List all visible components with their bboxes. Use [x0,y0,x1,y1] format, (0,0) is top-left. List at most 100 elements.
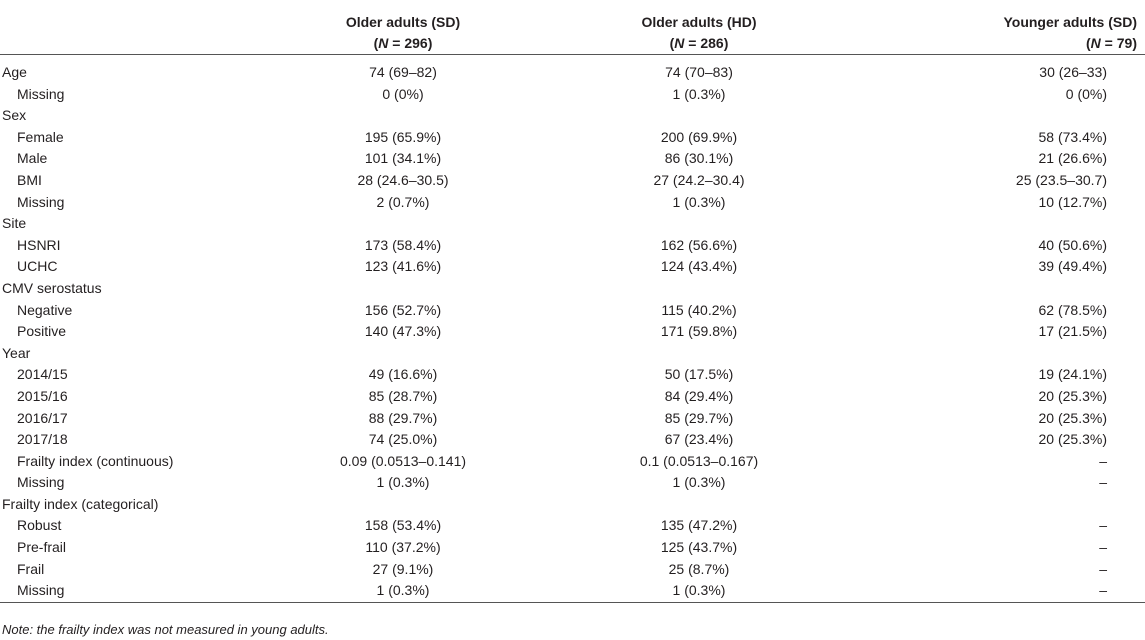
demographics-table: Older adults (SD) (N = 296) Older adults… [0,0,1145,603]
column-header-n: (N = 79) [1086,35,1137,51]
table-row: Positive 140 (47.3%) 171 (59.8%) 17 (21.5%) [0,321,1145,343]
cell-value: 123 (41.6%) [364,258,442,275]
cell-value [862,213,1145,235]
cell-value: – [1099,474,1107,491]
table-row: 2016/17 88 (29.7%) 85 (29.7%) 20 (25.3%) [0,408,1145,430]
row-label: Missing [17,85,65,102]
row-label: UCHC [17,258,58,275]
cell-value: 49 (16.6%) [368,366,438,383]
cell-value: 84 (29.4%) [664,387,734,404]
cell-value: 25 (23.5–30.7) [1015,171,1107,188]
row-label: Year [2,344,31,361]
row-label: Frailty index (categorical) [2,495,159,512]
row-label: Missing [17,193,65,210]
table-row: Missing 1 (0.3%) 1 (0.3%) – [0,472,1145,494]
cell-value: 58 (73.4%) [1038,128,1107,145]
column-header-older-sd: Older adults (SD) (N = 296) [270,0,536,54]
table-body: Age 74 (69–82) 74 (70–83) 30 (26–33) Missing… [0,55,1145,603]
table-row: UCHC 123 (41.6%) 124 (43.4%) 39 (49.4%) [0,256,1145,278]
table-row: Frail 27 (9.1%) 25 (8.7%) – [0,559,1145,581]
cell-value [536,105,862,127]
cell-value: 1 (0.3%) [536,580,862,603]
cell-value: 17 (21.5%) [1038,323,1107,340]
cell-value: 200 (69.9%) [660,128,738,145]
cell-value [536,213,862,235]
table-row: BMI 28 (24.6–30.5) 27 (24.2–30.4) 25 (23.5–… [0,170,1145,192]
cell-value: 74 (25.0%) [368,431,438,448]
cell-value: 135 (47.2%) [660,517,738,534]
table-row: Age 74 (69–82) 74 (70–83) 30 (26–33) [0,62,1145,84]
column-header-n: (N = 286) [669,35,729,51]
column-header-younger-sd: Younger adults (SD) (N = 79) [862,0,1145,54]
table-row: Site [0,213,1145,235]
table-row: Negative 156 (52.7%) 115 (40.2%) 62 (78.5%) [0,300,1145,322]
cell-value: 1 (0.3%) [270,580,536,603]
row-label: Frail [17,560,45,577]
cell-value: 19 (24.1%) [1038,366,1107,383]
cell-value: 21 (26.6%) [1038,150,1107,167]
header-rule [0,54,1145,55]
column-header-name: Younger adults (SD) [1003,14,1137,30]
cell-value: 1 (0.3%) [672,193,726,210]
spacer-row [0,55,1145,63]
table-row: 2015/16 85 (28.7%) 84 (29.4%) 20 (25.3%) [0,386,1145,408]
column-header-older-hd: Older adults (HD) (N = 286) [536,0,862,54]
cell-value: 28 (24.6–30.5) [357,171,449,188]
cell-value: – [1099,452,1107,469]
cell-value: 74 (70–83) [665,64,733,80]
cell-value: 20 (25.3%) [1038,431,1107,448]
table-row: CMV serostatus [0,278,1145,300]
column-header-name: Older adults (SD) [345,14,461,30]
table-header-row: Older adults (SD) (N = 296) Older adults… [0,0,1145,54]
row-label: Frailty index (continuous) [17,452,174,469]
cell-value [536,494,862,516]
cell-value: 171 (59.8%) [660,323,738,340]
cell-value: 158 (53.4%) [364,517,442,534]
row-label: Site [2,215,27,232]
column-header-n: (N = 296) [373,35,433,51]
cell-value: 195 (65.9%) [364,128,442,145]
cell-value: 30 (26–33) [1039,64,1107,80]
cell-value: 20 (25.3%) [1038,409,1107,426]
cell-value [270,213,536,235]
table-row: Pre-frail 110 (37.2%) 125 (43.7%) – [0,537,1145,559]
table-row: 2014/15 49 (16.6%) 50 (17.5%) 19 (24.1%) [0,364,1145,386]
cell-value: 50 (17.5%) [664,366,734,383]
cell-value: 2 (0.7%) [376,193,430,210]
cell-value: 0 (0%) [1065,85,1107,102]
cell-value: 20 (25.3%) [1038,387,1107,404]
cell-value: 0 (0%) [382,85,424,102]
row-label: 2016/17 [17,409,68,426]
cell-value [862,494,1145,516]
table-row: Missing 0 (0%) 1 (0.3%) 0 (0%) [0,84,1145,106]
table-row: HSNRI 173 (58.4%) 162 (56.6%) 40 (50.6%) [0,235,1145,257]
table-row: Robust 158 (53.4%) 135 (47.2%) – [0,515,1145,537]
cell-value [270,105,536,127]
cell-value [536,278,862,300]
cell-value: 125 (43.7%) [660,539,738,556]
row-label: Missing [0,580,270,603]
cell-value: 1 (0.3%) [672,85,726,102]
cell-value [536,343,862,365]
table-row: Male 101 (34.1%) 86 (30.1%) 21 (26.6%) [0,148,1145,170]
cell-value: 85 (29.7%) [664,409,734,426]
cell-value: 156 (52.7%) [364,301,442,318]
row-label: Male [17,150,48,167]
cell-value: – [1099,560,1107,577]
cell-value: 88 (29.7%) [368,409,438,426]
cell-value: 39 (49.4%) [1038,258,1107,275]
table-row: Frailty index (continuous) 0.09 (0.0513–0… [0,451,1145,473]
table-row: Missing 1 (0.3%) 1 (0.3%) – [0,580,1145,603]
cell-value: – [1099,539,1107,556]
cell-value: 162 (56.6%) [660,236,738,253]
cell-value [270,278,536,300]
cell-value: 62 (78.5%) [1038,301,1107,318]
cell-value: 115 (40.2%) [661,301,737,318]
table-row: Female 195 (65.9%) 200 (69.9%) 58 (73.4%) [0,127,1145,149]
cell-value: 27 (9.1%) [372,560,434,577]
cell-value: 173 (58.4%) [364,236,442,253]
cell-value: – [862,580,1145,603]
cell-value: 40 (50.6%) [1038,236,1107,253]
cell-value: 74 (69–82) [369,64,437,80]
